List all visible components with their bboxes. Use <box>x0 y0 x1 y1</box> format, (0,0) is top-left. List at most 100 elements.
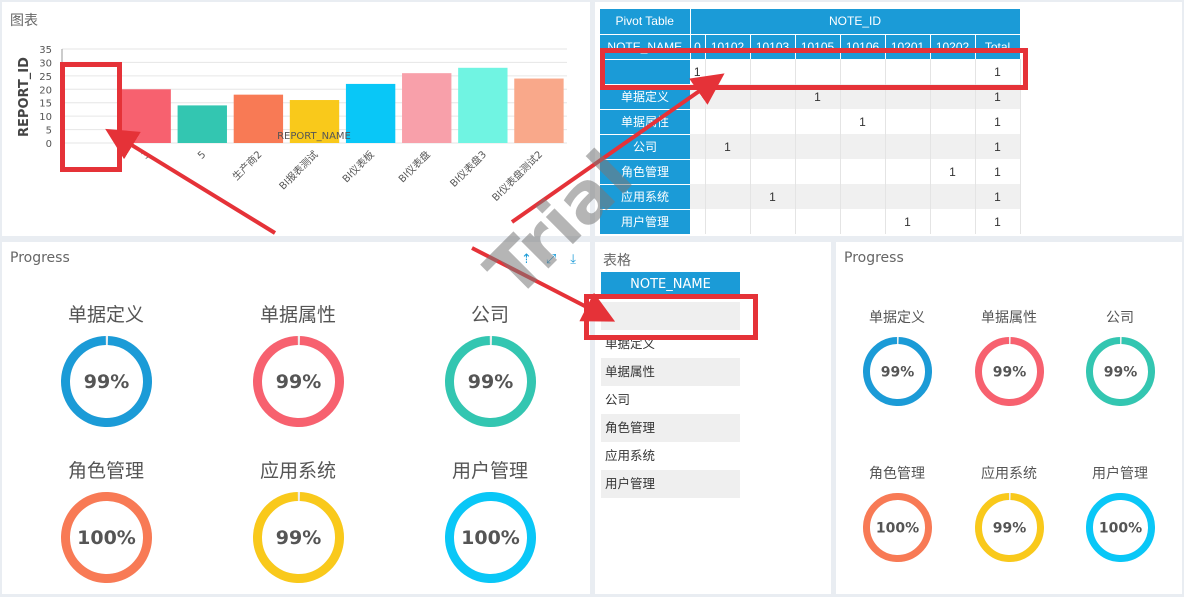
y-tick-label: 5 <box>46 126 52 137</box>
ring-arc <box>974 337 1044 406</box>
pivot-column-header[interactable]: 10201 <box>885 33 931 59</box>
pivot-row-header[interactable]: 用户管理 <box>600 208 690 234</box>
pivot-cell: 1 <box>975 159 1021 184</box>
y-tick-label: 10 <box>39 112 52 123</box>
x-tick-label: BI仪表盘3 <box>447 148 489 190</box>
bar[interactable] <box>345 83 396 143</box>
x-tick-label: BI仪表盘测试2 <box>489 148 545 204</box>
pivot-cell <box>840 59 886 84</box>
pivot-cell <box>885 59 931 84</box>
y-tick-label: 0 <box>46 139 52 150</box>
x-tick-label: 生产商2 <box>230 148 265 183</box>
progress-ring: 99% <box>862 337 932 406</box>
pivot-column-group: NOTE_ID <box>690 9 1021 34</box>
progress-ring: 99% <box>252 336 344 427</box>
pivot-cell <box>795 184 841 209</box>
pivot-row-header[interactable]: 公司 <box>600 133 690 159</box>
x-tick-label: BI仪表板 <box>339 148 376 185</box>
pivot-column-header[interactable]: 10105 <box>795 33 841 59</box>
progress-panel-title-right: Progress <box>844 250 904 266</box>
bar[interactable] <box>233 94 284 143</box>
pivot-cell: 1 <box>840 109 886 134</box>
table-row[interactable]: 应用系统 <box>605 448 656 463</box>
progress-label: 公司 <box>470 304 509 326</box>
pivot-cell <box>750 59 796 84</box>
progress-ring-item: 公司 99% <box>410 300 570 431</box>
progress-panel-title: Progress <box>10 250 70 266</box>
progress-value: 99% <box>275 527 320 549</box>
pivot-cell: 1 <box>975 184 1021 209</box>
bar[interactable] <box>402 73 452 143</box>
progress-label: 角色管理 <box>869 466 925 482</box>
progress-value: 99% <box>275 371 320 393</box>
y-axis-label: REPORT_ID <box>17 57 32 137</box>
ring-arc <box>974 493 1044 562</box>
pivot-cell <box>690 134 706 159</box>
pivot-table-panel: Pivot Table NOTE_ID NOTE_NAME 0 10102 10103 10… <box>595 2 1182 236</box>
pivot-cell <box>795 209 841 234</box>
bar[interactable] <box>177 105 227 143</box>
chart-panel-title: 图表 <box>10 13 38 29</box>
pivot-cell <box>750 159 796 184</box>
pivot-row-field: NOTE_NAME <box>600 33 691 59</box>
progress-label: 单据属性 <box>259 304 336 326</box>
pivot-cell: 1 <box>975 209 1021 234</box>
pivot-cell <box>930 109 976 134</box>
pivot-cell <box>705 109 751 134</box>
progress-label: 用户管理 <box>451 460 528 482</box>
pivot-cell <box>750 109 796 134</box>
progress-panel-large: Progress ⇡ ⤢ ⤓ 单据定义 99% 单据属性 99% 公司 99% 角色管理 10… <box>2 242 590 594</box>
pivot-cell <box>705 209 751 234</box>
pivot-corner: Pivot Table <box>600 9 691 34</box>
x-tick-label: BI仪表盘 <box>395 148 432 185</box>
table-row[interactable]: 单据属性 <box>601 358 740 386</box>
pivot-cell <box>930 134 976 159</box>
progress-value: 100% <box>77 527 136 549</box>
ring-arc <box>862 337 932 406</box>
pivot-cell <box>885 184 931 209</box>
table-row[interactable]: 用户管理 <box>601 470 740 498</box>
annotation-box-chart <box>60 62 122 172</box>
table-panel-title: 表格 <box>603 253 631 269</box>
ring-arc <box>60 492 152 583</box>
pivot-cell <box>885 109 931 134</box>
table-row[interactable]: 角色管理 <box>601 414 740 442</box>
progress-value: 99% <box>1103 364 1137 380</box>
download-icon[interactable]: ⤓ <box>570 252 576 267</box>
pivot-row: 用户管理 1 1 <box>600 208 1021 234</box>
table-row[interactable]: 公司 <box>605 392 631 407</box>
export-icon[interactable]: ⇡ <box>520 252 532 267</box>
y-tick-label: 30 <box>39 58 52 69</box>
progress-label: 应用系统 <box>259 460 336 482</box>
x-tick-label: 5 <box>196 149 208 161</box>
pivot-cell: 1 <box>705 134 751 159</box>
table-column-header[interactable]: NOTE_NAME <box>601 272 740 298</box>
expand-icon[interactable]: ⤢ <box>545 252 557 267</box>
progress-label: 角色管理 <box>67 460 144 482</box>
pivot-cell: 1 <box>930 159 976 184</box>
pivot-column-header[interactable]: Total <box>975 33 1021 59</box>
progress-label: 公司 <box>1106 310 1134 326</box>
x-tick-label: 3 <box>140 149 152 161</box>
annotation-box-pivot <box>600 48 1028 90</box>
progress-label: 应用系统 <box>981 466 1037 482</box>
progress-value: 100% <box>461 527 520 549</box>
pivot-cell: 1 <box>975 134 1021 159</box>
y-tick-label: 15 <box>39 99 52 110</box>
table-row[interactable] <box>601 302 740 330</box>
bar[interactable] <box>514 78 564 143</box>
pivot-cell <box>795 134 841 159</box>
pivot-row-header[interactable]: 角色管理 <box>600 158 690 184</box>
pivot-row-header[interactable]: 应用系统 <box>600 183 690 209</box>
bar[interactable] <box>121 89 171 143</box>
progress-label: 单据定义 <box>67 304 144 326</box>
pivot-row-header[interactable]: 单据属性 <box>600 108 690 134</box>
progress-value: 99% <box>992 520 1026 536</box>
pivot-cell <box>750 134 796 159</box>
pivot-cell <box>930 184 976 209</box>
pivot-table: Pivot Table NOTE_ID NOTE_NAME 0 10102 10103 10… <box>600 9 1021 234</box>
pivot-cell <box>690 109 706 134</box>
bar[interactable] <box>289 100 340 143</box>
progress-ring-item: 单据属性 99% <box>218 300 378 431</box>
bar[interactable] <box>458 67 508 143</box>
